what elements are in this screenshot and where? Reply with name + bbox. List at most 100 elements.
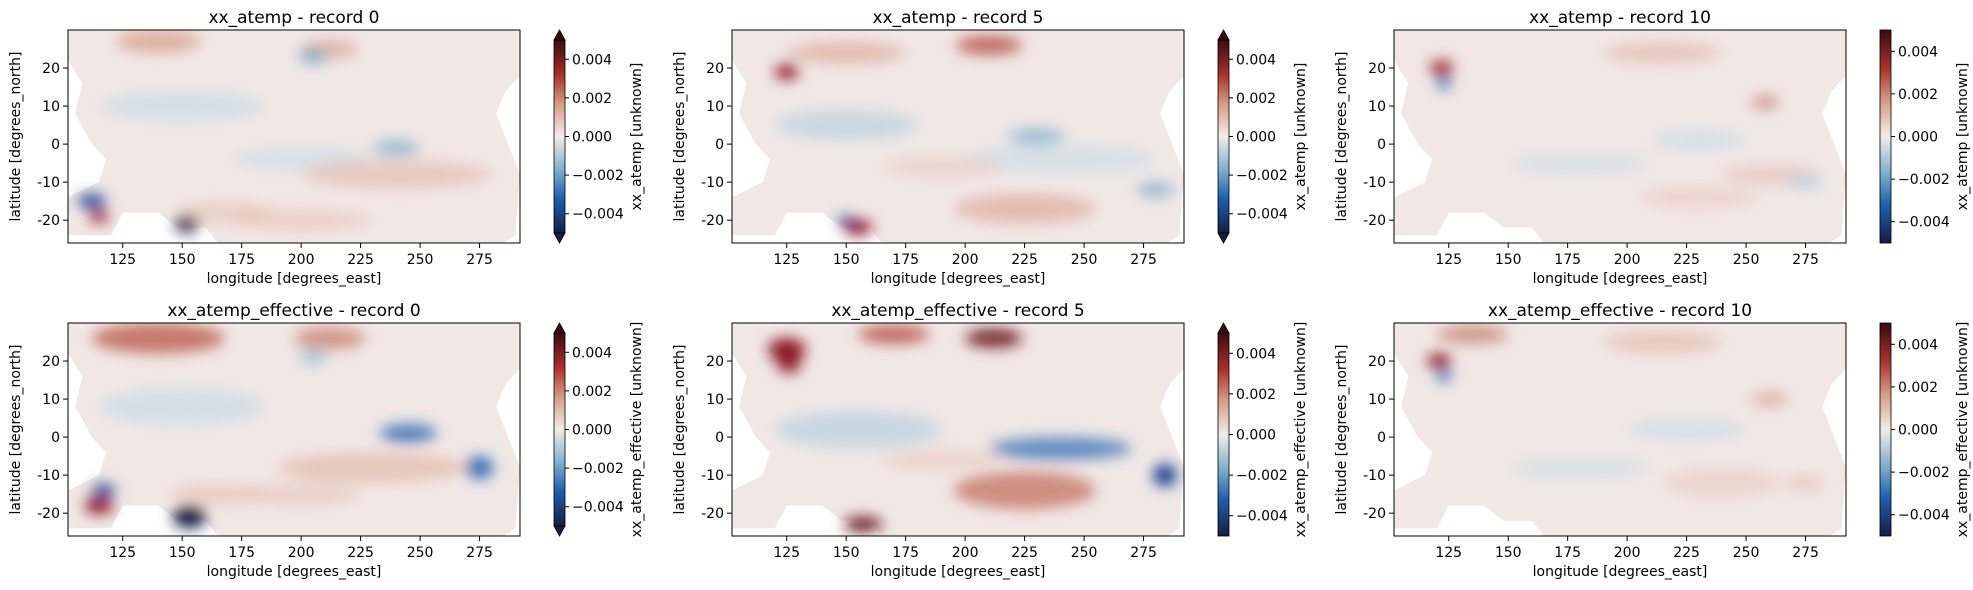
anomaly-11 <box>170 482 266 506</box>
colorbar-tick-label: −0.002 <box>572 168 624 184</box>
anomaly-layer <box>774 35 1175 236</box>
panel-title: xx_atemp - record 10 <box>1529 8 1711 28</box>
x-axis-label: longitude [degrees_east] <box>207 271 382 287</box>
anomaly-7 <box>953 471 1096 510</box>
x-tick-label: 175 <box>892 545 919 561</box>
x-tick-label: 225 <box>347 545 374 561</box>
x-tick-label: 250 <box>407 545 434 561</box>
y-tick-label: -20 <box>701 213 724 229</box>
x-tick-label: 200 <box>288 545 315 561</box>
colorbar <box>1879 322 1892 537</box>
colorbar-extend-max <box>553 29 566 41</box>
anomaly-4 <box>1750 391 1789 407</box>
colorbar-tick-label: 0.002 <box>572 91 612 107</box>
y-axis-label: latitude [degrees_north] <box>672 345 688 515</box>
anomaly-0 <box>774 64 799 80</box>
x-tick-label: 250 <box>1071 252 1098 268</box>
y-tick-label: 10 <box>42 392 60 408</box>
x-tick-label: 275 <box>1130 252 1157 268</box>
colorbar-label: xx_atemp [unknown] <box>1293 63 1309 211</box>
colorbar <box>1217 39 1230 234</box>
anomaly-8 <box>843 220 873 236</box>
anomaly-9 <box>91 484 116 497</box>
anomaly-6 <box>277 452 468 483</box>
axes-frame <box>731 322 1185 537</box>
anomaly-9 <box>89 210 109 223</box>
anomaly-8 <box>84 497 114 514</box>
colorbar-tick-label: 0.000 <box>572 423 612 439</box>
y-tick-label: -20 <box>1363 213 1386 229</box>
axes-frame <box>1393 29 1847 244</box>
ocean-field <box>68 323 520 536</box>
y-tick-label: -20 <box>701 506 724 522</box>
x-tick-label: 200 <box>952 252 979 268</box>
y-axis-label: latitude [degrees_north] <box>8 345 24 515</box>
x-axis-label: longitude [degrees_east] <box>1533 564 1708 580</box>
x-tick-label: 150 <box>833 252 860 268</box>
anomaly-2 <box>298 49 328 65</box>
anomaly-layer <box>84 323 494 529</box>
field-0 <box>68 30 520 243</box>
anomaly-1 <box>955 35 1023 55</box>
colorbar-tick-label: 0.002 <box>1236 387 1276 403</box>
x-tick-label: 175 <box>1554 545 1581 561</box>
colorbar-tick-label: 0.004 <box>572 345 612 361</box>
colorbar-tick-label: 0.002 <box>1898 380 1938 396</box>
y-axis-label: latitude [degrees_north] <box>8 52 24 222</box>
panel-0: 125 150 175 200 225 250 275 20 10 0 -10 -20 xx_atemp… <box>8 8 645 287</box>
x-tick-label: 275 <box>466 545 493 561</box>
anomaly-4 <box>1007 128 1066 145</box>
axes-frame <box>67 29 521 244</box>
x-tick-label: 125 <box>1435 252 1462 268</box>
colorbar-tick-label: 0.002 <box>572 384 612 400</box>
colorbar-extend-max <box>1217 29 1230 41</box>
x-tick-label: 150 <box>169 252 196 268</box>
anomaly-6 <box>953 193 1096 224</box>
x-tick-label: 225 <box>1011 252 1038 268</box>
anomaly-0 <box>767 338 806 362</box>
axes-frame <box>1393 322 1847 537</box>
colorbar-tick-label: 0.000 <box>1898 130 1938 146</box>
y-tick-label: -10 <box>37 175 60 191</box>
anomaly-2 <box>786 41 906 65</box>
x-tick-label: 125 <box>109 252 136 268</box>
y-tick-label: 0 <box>715 430 724 446</box>
panel-1: 125 150 175 200 225 250 275 20 10 0 -10 -20 xx_atemp… <box>672 8 1309 287</box>
x-tick-label: 125 <box>773 545 800 561</box>
field-1 <box>732 30 1184 243</box>
colorbar <box>1879 29 1892 244</box>
x-tick-label: 250 <box>1733 545 1760 561</box>
y-tick-label: -20 <box>37 506 60 522</box>
anomaly-1 <box>1436 77 1452 89</box>
field-4 <box>732 323 1184 536</box>
anomaly-3 <box>98 90 266 122</box>
y-tick-label: -10 <box>701 175 724 191</box>
field-3 <box>68 323 520 536</box>
x-tick-label: 150 <box>169 545 196 561</box>
x-tick-label: 175 <box>892 252 919 268</box>
colorbar-tick-label: 0.004 <box>1898 337 1938 353</box>
colorbar-tick-label: 0.000 <box>572 130 612 146</box>
anomaly-layer <box>767 324 1177 533</box>
colorbar <box>1217 332 1230 537</box>
panel-4: 125 150 175 200 225 250 275 20 10 0 -10 -20 xx_atemp… <box>672 301 1309 580</box>
anomaly-2 <box>858 324 930 344</box>
anomaly-8 <box>77 194 107 209</box>
colorbar-tick-label: −0.004 <box>1236 509 1288 525</box>
y-tick-label: 20 <box>1368 354 1386 370</box>
x-axis-label: longitude [degrees_east] <box>871 271 1046 287</box>
y-tick-label: 0 <box>51 137 60 153</box>
anomaly-3 <box>98 387 266 426</box>
anomaly-2 <box>298 349 328 365</box>
x-tick-label: 150 <box>1495 545 1522 561</box>
colorbar-label: xx_atemp_effective [unknown] <box>629 322 645 538</box>
x-tick-label: 150 <box>1495 252 1522 268</box>
y-tick-label: -10 <box>37 468 60 484</box>
anomaly-7 <box>1136 182 1175 198</box>
ocean-field <box>1394 323 1846 536</box>
colorbar-tick-label: −0.004 <box>1236 207 1288 223</box>
anomaly-8 <box>843 516 882 533</box>
y-tick-label: 20 <box>42 354 60 370</box>
panel-5: 125 150 175 200 225 250 275 20 10 0 -10 -20 xx_atemp… <box>1334 301 1971 580</box>
anomaly-10 <box>881 155 1001 179</box>
